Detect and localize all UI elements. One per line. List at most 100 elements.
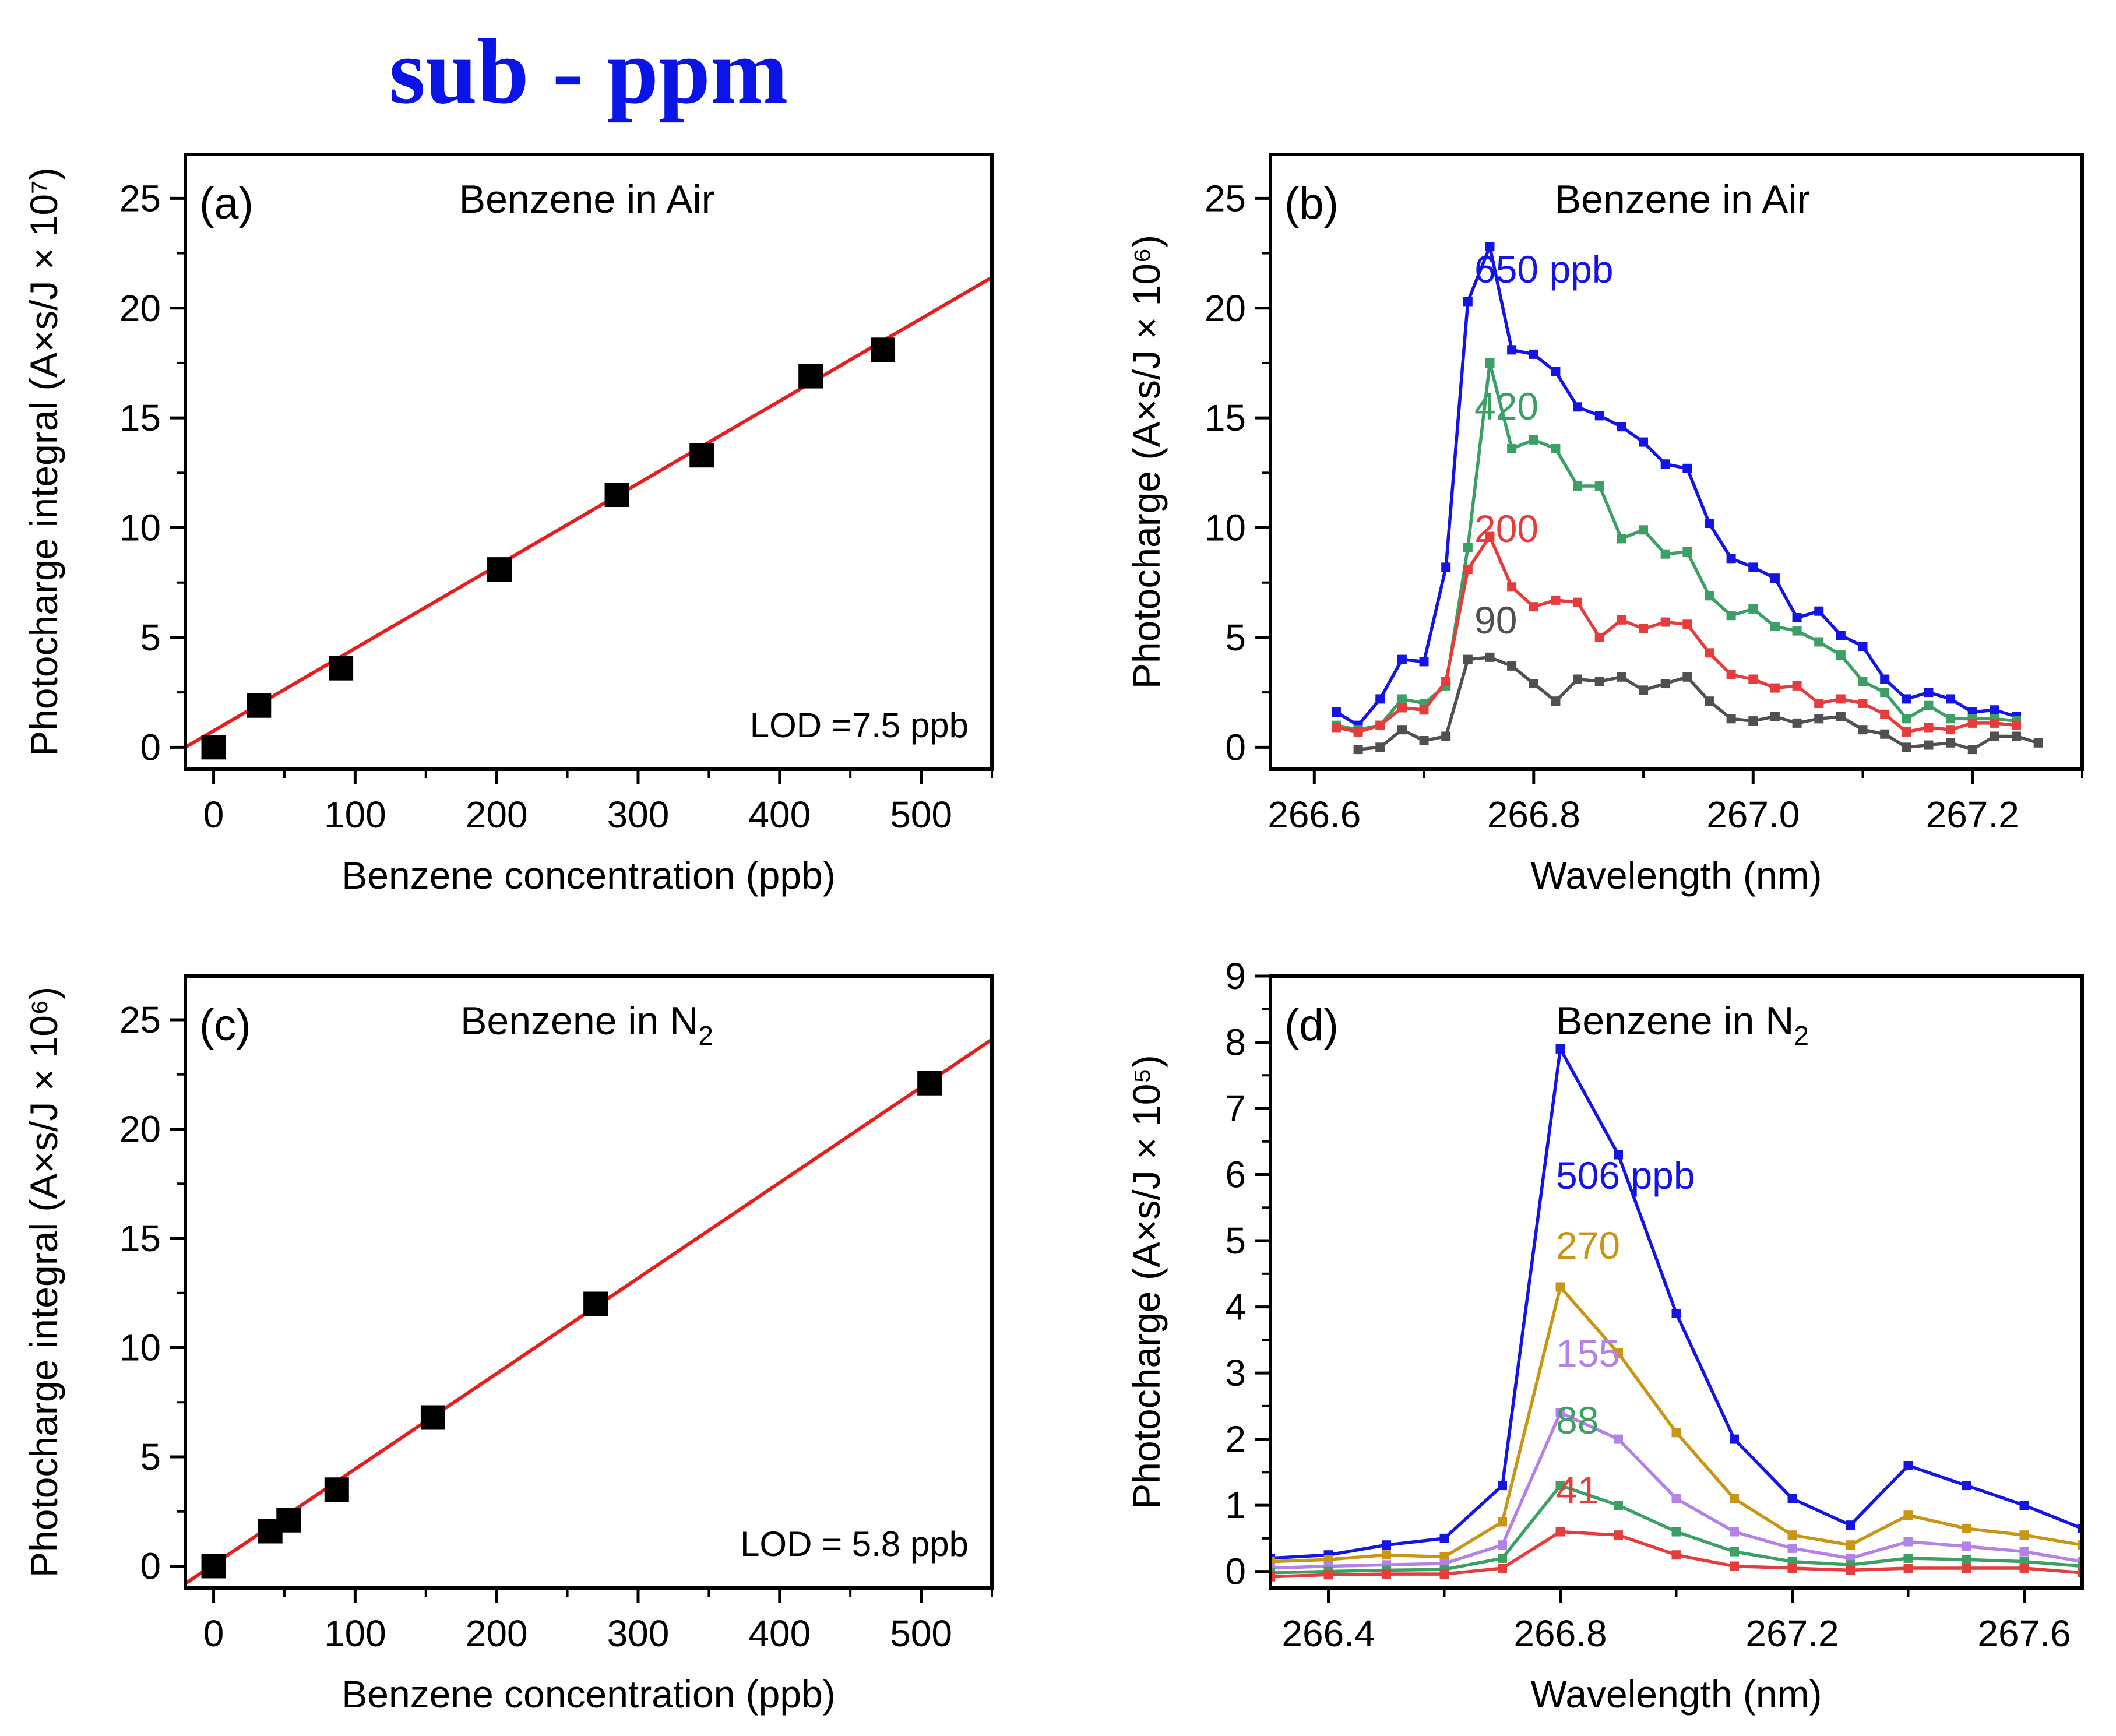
series-marker-b-2 bbox=[1463, 565, 1473, 575]
series-marker-b-0 bbox=[1946, 694, 1956, 704]
axes-frame-c bbox=[184, 974, 994, 1590]
series-label-b-2: 200 bbox=[1474, 507, 1538, 550]
series-marker-b-2 bbox=[1726, 670, 1736, 679]
series-marker-b-0 bbox=[1990, 705, 1999, 715]
series-marker-b-2 bbox=[1617, 615, 1626, 625]
series-marker-b-3 bbox=[1617, 672, 1626, 682]
series-marker-b-3 bbox=[1353, 745, 1363, 755]
series-marker-b-0 bbox=[1639, 437, 1649, 447]
series-marker-b-2 bbox=[1704, 648, 1714, 658]
series-marker-d-0 bbox=[1671, 1308, 1681, 1318]
series-marker-b-2 bbox=[1639, 624, 1649, 633]
series-marker-b-2 bbox=[1441, 677, 1451, 686]
series-marker-b-2 bbox=[1770, 683, 1780, 693]
series-marker-b-1 bbox=[1529, 435, 1538, 445]
series-marker-b-1 bbox=[1770, 622, 1780, 632]
series-marker-d-3 bbox=[1671, 1527, 1681, 1537]
x-tick-label-d: 266.4 bbox=[1281, 1612, 1375, 1654]
series-marker-b-1 bbox=[1551, 443, 1561, 453]
y-tick-label-a: 5 bbox=[140, 617, 161, 659]
axes-frame-a bbox=[184, 153, 994, 771]
series-marker-b-0 bbox=[1902, 694, 1911, 704]
series-marker-b-0 bbox=[1529, 349, 1538, 359]
series-marker-d-1 bbox=[1846, 1540, 1855, 1550]
series-marker-b-3 bbox=[1485, 652, 1495, 662]
series-label-d-1: 270 bbox=[1556, 1224, 1620, 1267]
series-marker-b-3 bbox=[1748, 716, 1758, 726]
series-marker-d-0 bbox=[1962, 1481, 1971, 1491]
series-marker-b-3 bbox=[1397, 725, 1407, 735]
series-marker-b-3 bbox=[1836, 712, 1846, 721]
data-point-c bbox=[420, 1405, 445, 1430]
x-tick-label-d: 267.2 bbox=[1745, 1612, 1839, 1654]
series-marker-d-0 bbox=[1439, 1533, 1449, 1543]
series-marker-b-3 bbox=[1792, 718, 1802, 728]
series-marker-b-1 bbox=[1726, 611, 1736, 621]
series-marker-b-0 bbox=[1419, 657, 1429, 667]
series-marker-b-2 bbox=[1990, 718, 1999, 728]
series-line-b-1 bbox=[1336, 361, 2017, 731]
series-marker-b-3 bbox=[2012, 731, 2022, 741]
x-tick-label-d: 266.8 bbox=[1513, 1612, 1607, 1654]
data-point-a bbox=[329, 656, 354, 681]
series-marker-b-3 bbox=[1639, 685, 1649, 695]
series-marker-d-3 bbox=[1730, 1547, 1739, 1557]
y-tick-label-d: 0 bbox=[1225, 1551, 1246, 1593]
series-marker-b-0 bbox=[1814, 606, 1824, 616]
series-marker-d-0 bbox=[1555, 1044, 1565, 1054]
series-marker-b-2 bbox=[1375, 720, 1385, 730]
series-label-b-3: 90 bbox=[1474, 598, 1517, 642]
series-marker-b-1 bbox=[1704, 591, 1714, 601]
x-tick-label-c: 500 bbox=[890, 1612, 952, 1654]
x-axis-title-d: Wavelength (nm) bbox=[1530, 1672, 1822, 1716]
plot-area-d bbox=[1270, 1044, 2082, 1582]
series-marker-d-4 bbox=[2019, 1563, 2029, 1573]
lod-annotation-c: LOD = 5.8 ppb bbox=[740, 1524, 969, 1564]
series-marker-b-2 bbox=[1946, 725, 1956, 735]
series-marker-b-1 bbox=[1880, 688, 1890, 698]
series-marker-d-2 bbox=[1787, 1543, 1797, 1553]
x-axis-title-a: Benzene concentration (ppb) bbox=[341, 854, 836, 897]
data-point-c bbox=[583, 1291, 608, 1316]
series-marker-d-4 bbox=[1671, 1550, 1681, 1560]
series-marker-d-4 bbox=[1323, 1570, 1333, 1580]
series-marker-b-2 bbox=[1902, 727, 1911, 737]
series-marker-d-4 bbox=[1962, 1563, 1971, 1573]
series-marker-d-4 bbox=[1614, 1530, 1623, 1540]
series-marker-b-1 bbox=[1639, 525, 1649, 535]
series-marker-b-1 bbox=[1594, 481, 1604, 491]
panel-label-c: (c) bbox=[199, 1001, 251, 1050]
series-marker-b-2 bbox=[1573, 597, 1583, 607]
series-marker-d-2 bbox=[1498, 1540, 1507, 1550]
series-line-b-0 bbox=[1335, 245, 2017, 727]
y-tick-label-b: 10 bbox=[1205, 507, 1246, 549]
y-tick-label-c: 15 bbox=[119, 1217, 161, 1259]
plot-area-c bbox=[185, 1038, 992, 1585]
panel-label-b: (b) bbox=[1284, 179, 1339, 228]
series-marker-d-1 bbox=[1555, 1282, 1565, 1292]
series-marker-b-1 bbox=[1463, 543, 1473, 552]
series-marker-b-3 bbox=[1529, 679, 1538, 689]
x-tick-label-c: 400 bbox=[748, 1612, 811, 1654]
y-tick-label-a: 25 bbox=[119, 177, 161, 219]
series-marker-b-0 bbox=[1704, 519, 1714, 528]
series-marker-b-0 bbox=[1880, 674, 1890, 684]
series-marker-b-2 bbox=[1353, 727, 1363, 737]
series-marker-b-3 bbox=[1551, 696, 1561, 706]
series-marker-b-0 bbox=[1858, 642, 1868, 651]
data-point-a bbox=[798, 364, 823, 389]
series-marker-d-0 bbox=[1382, 1540, 1391, 1550]
series-marker-b-0 bbox=[1485, 242, 1495, 252]
series-marker-d-1 bbox=[1962, 1523, 1971, 1533]
data-point-c bbox=[324, 1477, 349, 1502]
series-marker-b-0 bbox=[1375, 694, 1385, 704]
series-marker-b-2 bbox=[1551, 595, 1561, 605]
data-point-a bbox=[247, 693, 272, 718]
y-tick-label-d: 4 bbox=[1225, 1286, 1246, 1328]
series-line-d-1 bbox=[1270, 1285, 2082, 1564]
series-marker-d-4 bbox=[1903, 1563, 1913, 1573]
series-line-d-0 bbox=[1270, 1047, 2082, 1560]
series-marker-d-4 bbox=[1846, 1565, 1855, 1575]
series-marker-b-1 bbox=[1682, 547, 1692, 557]
series-marker-b-2 bbox=[2012, 720, 2022, 730]
